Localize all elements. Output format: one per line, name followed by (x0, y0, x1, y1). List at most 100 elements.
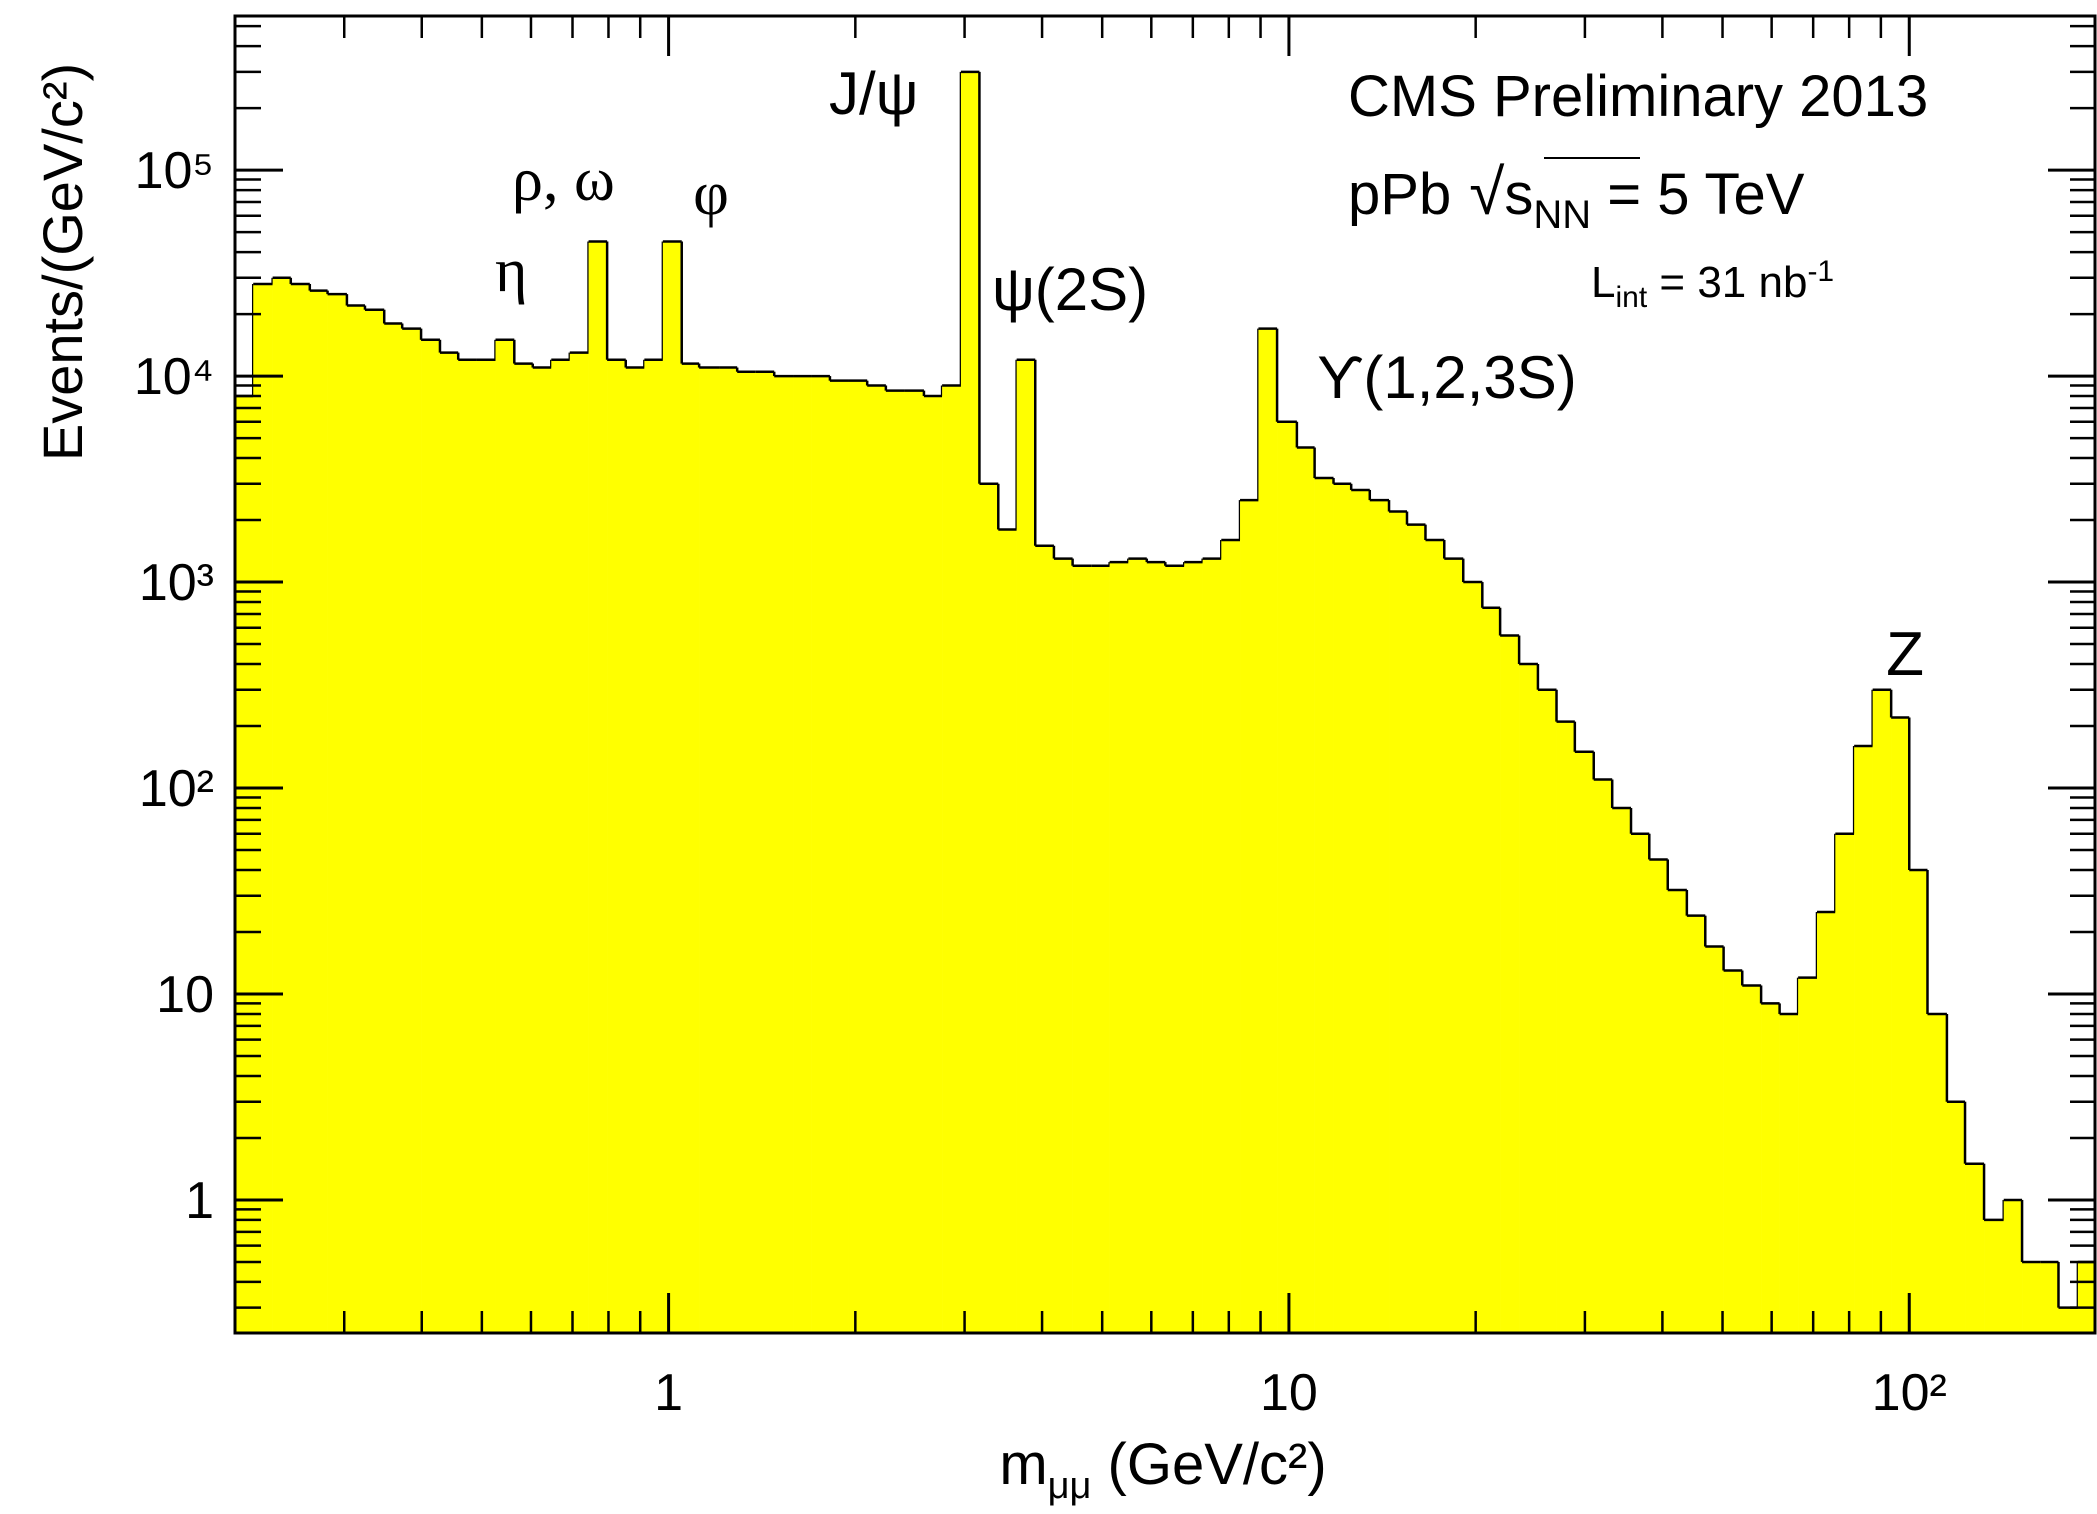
bar (774, 376, 794, 1333)
bar (848, 380, 868, 1333)
x-tick-label: 1 (654, 1364, 683, 1422)
bar (551, 359, 571, 1333)
plot-frame (233, 14, 2097, 1335)
x-tick-label: 10² (1872, 1364, 1947, 1422)
bar (737, 371, 756, 1333)
bar (979, 483, 999, 1333)
peak-label: Z (1886, 620, 1924, 689)
bar (1742, 985, 1762, 1333)
sub: μμ (1048, 1465, 1092, 1507)
bar (998, 529, 1017, 1333)
bar (1705, 946, 1724, 1333)
bar (1369, 500, 1390, 1333)
axes: 1 10 10² 1 10 10² 10³ 10⁴ 10⁵ (134, 16, 2096, 1422)
bar (309, 290, 328, 1333)
bar (1333, 483, 1352, 1333)
bar (1221, 540, 1241, 1333)
bar (253, 283, 273, 1333)
bar (1091, 565, 1110, 1333)
bar (1574, 751, 1595, 1333)
bar (476, 359, 496, 1333)
y-tick-label: 10² (139, 760, 214, 818)
bar (1425, 540, 1445, 1333)
bar (1053, 558, 1073, 1333)
sub: NN (1533, 193, 1591, 237)
peak-label: ψ(2S) (992, 256, 1148, 323)
bar (1761, 1003, 1780, 1333)
peak-label: ϒ(1,2,3S) (1317, 344, 1577, 411)
bar (1909, 869, 1928, 1333)
bar (1296, 447, 1315, 1333)
bar (1109, 562, 1129, 1333)
bar (1072, 565, 1092, 1333)
bar (364, 309, 385, 1333)
bar (1854, 745, 1873, 1333)
main: m (999, 1432, 1047, 1497)
y-tick-label: 10 (156, 966, 214, 1024)
x-axis-label: mμμ (GeV/c²) (999, 1432, 1326, 1507)
bar (1351, 489, 1371, 1333)
bar (588, 241, 608, 1333)
bar (719, 367, 738, 1333)
bar (1798, 977, 1818, 1333)
lumi-value: = 31 nb (1647, 258, 1807, 307)
bar (1389, 511, 1408, 1333)
bar (569, 352, 589, 1333)
y-axis-label: Events/(GeV/c²) (31, 63, 94, 461)
bar (755, 371, 775, 1333)
bar (885, 390, 905, 1333)
bar (402, 328, 422, 1333)
bar (607, 359, 627, 1333)
bar (2058, 1307, 2079, 1333)
bar (1537, 689, 1557, 1333)
bar (644, 359, 664, 1333)
bar (1406, 524, 1426, 1333)
bar (235, 396, 254, 1333)
bar (1146, 562, 1166, 1333)
bar (1965, 1163, 1985, 1333)
bar (1891, 717, 1910, 1333)
bar (1649, 859, 1669, 1333)
bar (662, 241, 683, 1333)
bar (942, 385, 962, 1333)
bar (1202, 558, 1222, 1333)
bar (439, 352, 459, 1333)
peak-label: η (495, 237, 527, 305)
bar (1593, 779, 1613, 1333)
bar (1927, 1013, 1948, 1333)
bar (272, 277, 292, 1333)
bar (1500, 635, 1520, 1333)
bar (2003, 1199, 2023, 1333)
bar (532, 367, 552, 1333)
bar (1723, 970, 1743, 1333)
bar (1016, 359, 1036, 1333)
energy-label: pPb √sNN = 5 TeV (1348, 156, 1805, 237)
sub: int (1615, 281, 1647, 314)
bar (1035, 545, 1055, 1333)
sup: -1 (1807, 255, 1834, 288)
root: √ (1469, 156, 1505, 228)
s: s (1504, 162, 1533, 227)
bar (1835, 833, 1855, 1333)
bar (327, 294, 348, 1333)
bar (1779, 1013, 1799, 1333)
peak-label: J/ψ (829, 60, 918, 127)
y-tick-label: 10⁵ (135, 142, 214, 200)
bar (495, 339, 515, 1333)
bar (923, 396, 943, 1333)
bar (1277, 421, 1298, 1333)
bar (514, 363, 534, 1333)
bar (384, 323, 403, 1333)
y-tick-label: 10⁴ (134, 348, 214, 406)
bar (458, 359, 478, 1333)
lumi-label: Lint = 31 nb-1 (1591, 255, 1834, 314)
bar (1667, 889, 1688, 1333)
bar (1631, 833, 1650, 1333)
bar (2077, 1261, 2096, 1333)
energy-value: = 5 TeV (1591, 162, 1805, 227)
bar (1872, 689, 1892, 1333)
bar (1519, 664, 1539, 1333)
bar (1686, 915, 1706, 1333)
